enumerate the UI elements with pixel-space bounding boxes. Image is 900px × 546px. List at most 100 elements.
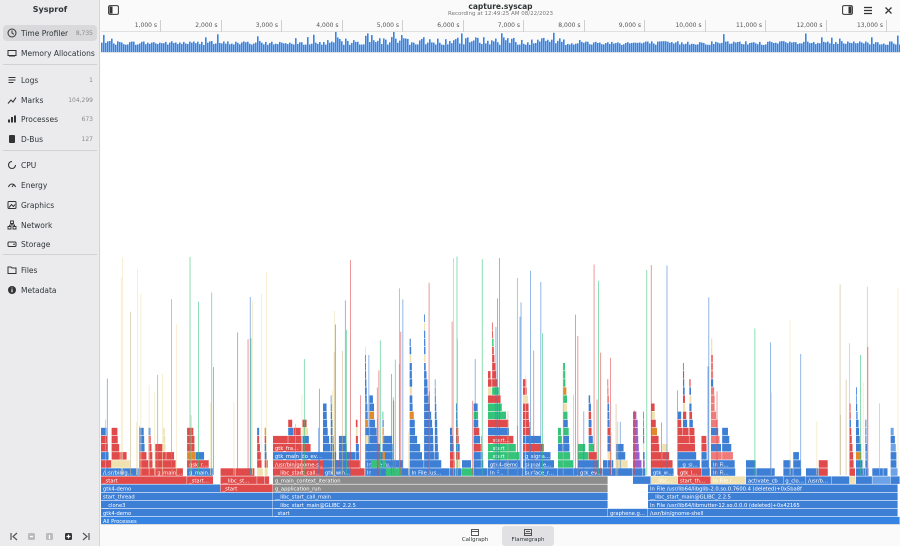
flame-frame[interactable] (677, 411, 682, 420)
flame-frame[interactable] (383, 452, 393, 460)
flame-frame[interactable] (523, 387, 527, 395)
flame-frame[interactable] (302, 444, 311, 452)
flame-frame[interactable] (701, 460, 709, 468)
flame-frame[interactable] (347, 468, 365, 476)
flame-frame[interactable] (355, 419, 358, 428)
flame-frame[interactable] (492, 354, 495, 363)
flame-frame[interactable] (257, 452, 261, 460)
flame-frame[interactable] (677, 435, 689, 444)
flame-frame[interactable] (689, 411, 693, 420)
flame-frame[interactable] (682, 379, 685, 387)
flame-frame[interactable] (558, 468, 578, 476)
flame-frame[interactable] (831, 476, 850, 484)
flame-frame[interactable] (563, 403, 568, 412)
flame-frame[interactable] (424, 403, 430, 412)
flame-frame[interactable] (818, 468, 828, 476)
flame-frame[interactable]: __libc_start_call… (273, 468, 335, 476)
flame-frame[interactable] (711, 346, 713, 355)
flame-frame[interactable] (323, 419, 328, 428)
flame-frame[interactable] (711, 403, 715, 412)
flame-frame[interactable] (793, 452, 799, 460)
flame-frame[interactable] (264, 444, 267, 452)
flame-frame[interactable] (101, 435, 108, 444)
flame-frame[interactable] (607, 387, 609, 395)
flame-frame[interactable] (701, 444, 707, 452)
flame-frame[interactable] (701, 468, 710, 476)
flame-frame[interactable] (409, 419, 415, 428)
flame-frame[interactable] (616, 460, 628, 468)
flame-frame[interactable] (330, 395, 332, 403)
flame-frame[interactable] (347, 460, 360, 468)
flame-frame[interactable] (409, 371, 412, 379)
flame-frame[interactable]: gtk_l… (677, 468, 702, 476)
flame-frame[interactable] (424, 371, 427, 379)
flame-frame[interactable] (371, 427, 376, 436)
flame-frame[interactable] (588, 435, 593, 444)
flame-frame[interactable] (865, 427, 867, 436)
flame-frame[interactable] (369, 419, 376, 428)
go-previous-icon[interactable] (27, 532, 36, 541)
flame-frame[interactable] (155, 452, 166, 460)
flame-frame[interactable] (481, 444, 483, 452)
flame-frame[interactable] (187, 435, 195, 444)
flame-frame[interactable]: _start (488, 452, 520, 460)
flame-frame[interactable]: __libc… (651, 476, 678, 485)
sidebar-item-processes[interactable]: Processes 673 (3, 111, 97, 127)
flame-frame[interactable] (365, 403, 368, 412)
flame-frame[interactable] (473, 468, 488, 476)
flame-frame[interactable] (746, 468, 756, 476)
flame-frame[interactable] (148, 444, 152, 452)
flame-frame[interactable] (365, 411, 368, 420)
flame-frame[interactable] (382, 411, 384, 420)
flame-frame[interactable] (711, 411, 717, 420)
flame-frame[interactable] (355, 452, 360, 460)
flame-frame[interactable]: g_clo… (783, 476, 806, 485)
flame-frame[interactable]: _start (273, 508, 608, 517)
flame-frame[interactable] (856, 476, 872, 484)
flame-frame[interactable] (264, 452, 267, 460)
flame-frame[interactable] (793, 468, 802, 476)
flame-frame[interactable] (365, 354, 366, 363)
flame-frame[interactable]: g_main… (187, 468, 213, 476)
flame-frame[interactable] (607, 395, 609, 403)
flame-frame[interactable] (890, 468, 898, 476)
flame-frame[interactable] (488, 403, 502, 412)
flame-frame[interactable] (806, 468, 819, 476)
flame-frame[interactable]: All Processes (101, 516, 900, 525)
flame-frame[interactable] (633, 452, 640, 460)
flame-frame[interactable] (371, 444, 377, 452)
flame-frame[interactable] (382, 444, 385, 452)
flame-frame[interactable] (101, 444, 108, 452)
flame-frame[interactable] (523, 435, 530, 444)
flame-frame[interactable] (711, 395, 715, 403)
flame-frame[interactable] (689, 387, 691, 395)
flame-frame[interactable] (607, 403, 610, 412)
flame-frame[interactable] (856, 435, 860, 444)
flame-frame[interactable] (523, 419, 530, 428)
flame-frame[interactable] (856, 444, 862, 452)
flame-frame[interactable] (523, 379, 527, 387)
flame-frame[interactable] (163, 435, 166, 444)
flame-frame[interactable] (563, 371, 566, 379)
flame-frame[interactable] (616, 452, 626, 460)
flame-frame[interactable] (530, 435, 541, 444)
flame-frame[interactable] (588, 444, 595, 452)
flame-frame[interactable]: In Fi… (711, 468, 736, 476)
flame-frame[interactable]: g_main_… (155, 468, 184, 476)
tab-flamegraph[interactable]: Flamegraph (502, 526, 554, 546)
flame-frame[interactable] (865, 460, 868, 468)
flame-frame[interactable] (849, 411, 851, 420)
flame-frame[interactable] (257, 444, 260, 452)
flame-frame[interactable] (662, 452, 670, 460)
flame-frame[interactable] (711, 379, 714, 387)
flame-frame[interactable]: _g_si… (677, 460, 700, 468)
flame-frame[interactable]: /usr/b… (806, 476, 832, 485)
flame-frame[interactable] (856, 419, 859, 428)
flame-frame[interactable] (424, 411, 432, 420)
close-window-button[interactable] (881, 3, 895, 17)
flame-frame[interactable] (558, 435, 562, 444)
flame-frame[interactable] (288, 419, 293, 428)
flame-frame[interactable] (711, 435, 720, 444)
flame-frame[interactable] (111, 435, 118, 444)
flame-frame[interactable] (409, 460, 424, 468)
